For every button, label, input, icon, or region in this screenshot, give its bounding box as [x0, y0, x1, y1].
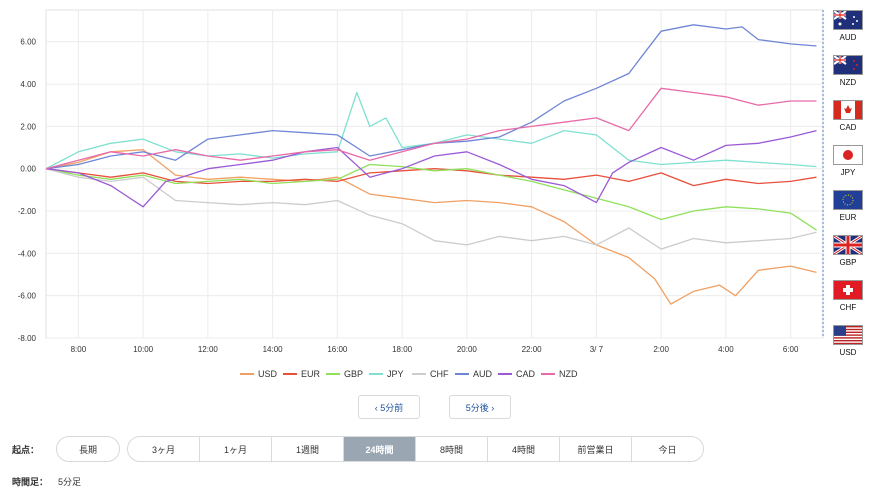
x-tick-label: 6:00: [783, 345, 799, 354]
legend-swatch: [498, 373, 512, 375]
currency-flag-panel: AUD NZD CAD JPY EUR GBP CHF USD: [829, 0, 876, 360]
legend-swatch: [455, 373, 469, 375]
currency-flag-usd[interactable]: USD: [829, 323, 876, 368]
legend-item-aud[interactable]: AUD: [455, 366, 492, 382]
usd-flag-icon: [833, 325, 863, 345]
chart-legend: USD EUR GBP JPY CHF AUD CAD NZD: [240, 366, 640, 382]
currency-code-label: NZD: [839, 78, 857, 87]
currency-flag-eur[interactable]: EUR: [829, 188, 876, 233]
start-range-option[interactable]: 3ヶ月: [127, 436, 200, 462]
series-line-usd: [45, 149, 817, 305]
series-line-gbp: [45, 163, 817, 231]
currency-code-label: EUR: [839, 213, 857, 222]
series-line-nzd: [45, 87, 817, 170]
start-range-option[interactable]: 4時間: [487, 436, 560, 462]
y-tick-label: -2.00: [18, 207, 37, 216]
legend-label: NZD: [559, 369, 578, 379]
x-tick-label: 12:00: [198, 345, 219, 354]
currency-flag-chf[interactable]: CHF: [829, 278, 876, 323]
legend-item-cad[interactable]: CAD: [498, 366, 535, 382]
legend-swatch: [541, 373, 555, 375]
legend-swatch: [326, 373, 340, 375]
start-range-option[interactable]: 1週間: [271, 436, 344, 462]
x-tick-label: 10:00: [133, 345, 154, 354]
y-tick-label: 0.00: [20, 165, 36, 174]
y-tick-label: -8.00: [18, 334, 37, 343]
series-line-eur: [45, 168, 817, 187]
start-range-option[interactable]: 24時間: [343, 436, 416, 462]
currency-code-label: CAD: [839, 123, 857, 132]
currency-flag-cad[interactable]: CAD: [829, 98, 876, 143]
gbp-flag-icon: [833, 235, 863, 255]
nzd-flag-icon: [833, 55, 863, 75]
legend-item-gbp[interactable]: GBP: [326, 366, 363, 382]
legend-label: JPY: [387, 369, 404, 379]
legend-item-nzd[interactable]: NZD: [541, 366, 578, 382]
x-tick-label: 18:00: [392, 345, 413, 354]
timeframe-label: 時間足：: [12, 477, 49, 487]
legend-swatch: [412, 373, 426, 375]
chf-flag-icon: [833, 280, 863, 300]
prev-5min-button[interactable]: ‹ 5分前: [358, 395, 420, 419]
start-range-option[interactable]: 今日: [631, 436, 704, 462]
y-tick-label: -6.00: [18, 292, 37, 301]
x-tick-label: 22:00: [522, 345, 543, 354]
eur-flag-icon: [833, 190, 863, 210]
series-line-chf: [45, 168, 817, 250]
next-5min-button[interactable]: 5分後 ›: [449, 395, 511, 419]
start-range-option[interactable]: 8時間: [415, 436, 488, 462]
x-tick-label: 4:00: [718, 345, 734, 354]
currency-flag-nzd[interactable]: NZD: [829, 53, 876, 98]
y-tick-label: 6.00: [20, 38, 36, 47]
legend-item-jpy[interactable]: JPY: [369, 366, 404, 382]
cad-flag-icon: [833, 100, 863, 120]
x-tick-label: 8:00: [71, 345, 87, 354]
plot-area: [45, 9, 824, 339]
legend-item-eur[interactable]: EUR: [283, 366, 320, 382]
legend-label: AUD: [473, 369, 493, 379]
legend-item-usd[interactable]: USD: [240, 366, 277, 382]
currency-code-label: JPY: [840, 168, 856, 177]
jpy-flag-icon: [833, 145, 863, 165]
start-long-button[interactable]: 長期: [56, 436, 120, 462]
currency-flag-jpy[interactable]: JPY: [829, 143, 876, 188]
start-label: 起点：: [12, 445, 40, 455]
aus-flag-icon: [833, 10, 863, 30]
currency-flag-gbp[interactable]: GBP: [829, 233, 876, 278]
legend-label: USD: [258, 369, 278, 379]
y-tick-label: -4.00: [18, 249, 37, 258]
legend-swatch: [283, 373, 297, 375]
legend-label: CHF: [430, 369, 449, 379]
currency-code-label: AUD: [839, 33, 857, 42]
legend-swatch: [369, 373, 383, 375]
x-tick-label: 14:00: [263, 345, 284, 354]
legend-label: CAD: [516, 369, 536, 379]
x-tick-label: 2:00: [653, 345, 669, 354]
x-tick-label: 3/ 7: [590, 345, 604, 354]
currency-code-label: USD: [839, 348, 857, 357]
series-line-aud: [45, 24, 817, 170]
currency-code-label: GBP: [839, 258, 857, 267]
legend-item-chf[interactable]: CHF: [412, 366, 449, 382]
start-range-option[interactable]: 前営業日: [559, 436, 632, 462]
currency-flag-aud[interactable]: AUD: [829, 8, 876, 53]
legend-label: GBP: [344, 369, 364, 379]
x-tick-label: 16:00: [327, 345, 348, 354]
timeframe-value: 5分足: [58, 477, 82, 487]
y-tick-label: 4.00: [20, 80, 36, 89]
y-tick-label: 2.00: [20, 122, 36, 131]
fx-strength-chart: 6.00 4.00 2.00 0.00 -2.00 -4.00 -6.00 -8.00 8:00…: [18, 9, 824, 354]
legend-swatch: [240, 373, 254, 375]
currency-code-label: CHF: [839, 303, 857, 312]
legend-label: EUR: [301, 369, 321, 379]
start-range-option[interactable]: 1ヶ月: [199, 436, 272, 462]
series-line-cad: [45, 129, 817, 208]
x-tick-label: 20:00: [457, 345, 478, 354]
